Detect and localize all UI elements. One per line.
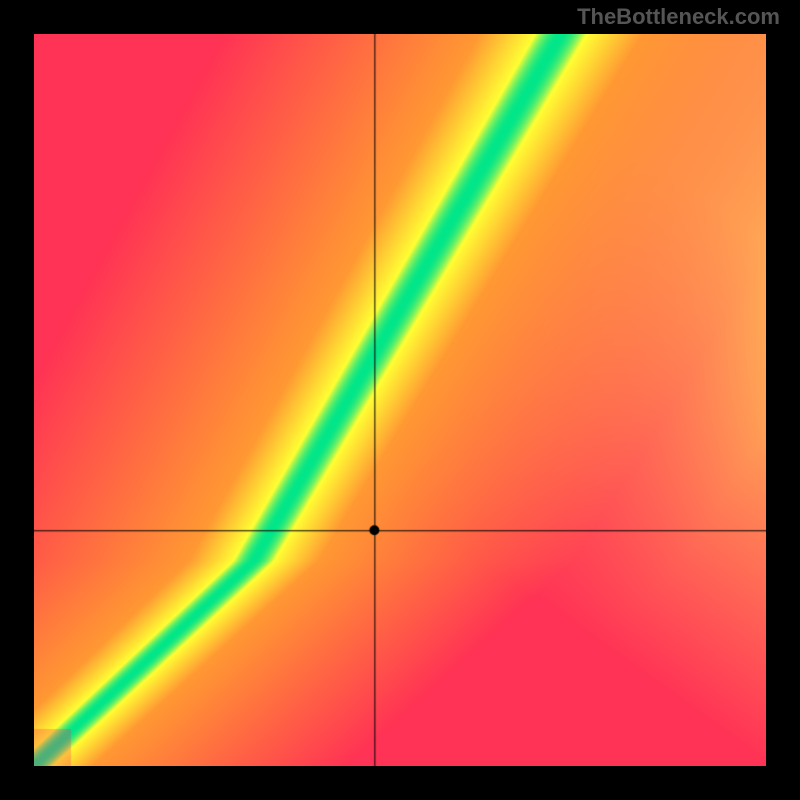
chart-frame: TheBottleneck.com <box>0 0 800 800</box>
bottleneck-heatmap <box>34 34 766 766</box>
watermark-text: TheBottleneck.com <box>577 4 780 30</box>
